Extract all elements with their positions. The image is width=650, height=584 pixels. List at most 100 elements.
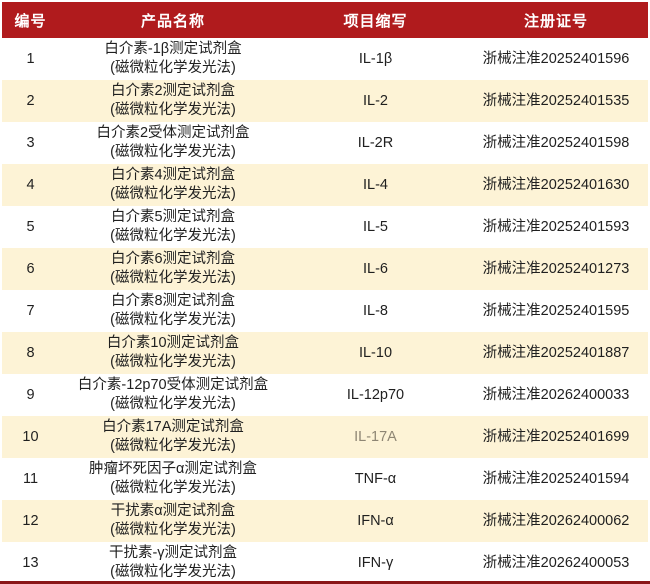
cell-project-abbr: IL-8 [363,302,388,319]
cell-registration-number: 浙械注准20262400062 [482,512,630,529]
cell-registration-number: 浙械注准20252401594 [482,470,630,487]
cell-project-abbr: IL-17A [354,428,397,445]
table-row: 10 白介素17A测定试剂盒 (磁微粒化学发光法) IL-17A 浙械注准202… [2,416,648,458]
cell-product-name: 干扰素-γ测定试剂盒 (磁微粒化学发光法) [59,542,287,584]
column-header-name: 产品名称 [59,2,287,38]
cell-project-abbr: IL-4 [363,176,388,193]
cell-registration-number: 浙械注准20252401699 [482,428,630,445]
table-row: 4 白介素4测定试剂盒 (磁微粒化学发光法) IL-4 浙械注准20252401… [2,164,648,206]
cell-registration-number: 浙械注准20252401630 [482,176,630,193]
cell-registration-number: 浙械注准20262400033 [482,386,630,403]
cell-product-name: 肿瘤坏死因子α测定试剂盒 (磁微粒化学发光法) [59,458,287,500]
cell-product-name: 白介素8测定试剂盒 (磁微粒化学发光法) [59,290,287,332]
cell-product-name: 白介素4测定试剂盒 (磁微粒化学发光法) [59,164,287,206]
product-name-line1: 白介素6测定试剂盒 [110,251,236,267]
cell-row-number: 12 [22,512,39,529]
product-name-line2: (磁微粒化学发光法) [110,354,236,370]
product-name-line1: 白介素2受体测定试剂盒 [96,125,250,141]
header-row: 编号 产品名称 项目缩写 注册证号 [2,2,648,38]
product-name-line2: (磁微粒化学发光法) [110,312,236,328]
cell-row-number: 8 [26,344,35,361]
cell-registration-number: 浙械注准20262400053 [482,554,630,571]
cell-registration-number: 浙械注准20252401535 [482,92,630,109]
cell-row-number: 13 [22,554,39,571]
product-name-line1: 白介素8测定试剂盒 [110,293,236,309]
cell-product-name: 白介素17A测定试剂盒 (磁微粒化学发光法) [59,416,287,458]
cell-registration-number: 浙械注准20252401273 [482,260,630,277]
cell-product-name: 白介素6测定试剂盒 (磁微粒化学发光法) [59,248,287,290]
cell-row-number: 5 [26,218,35,235]
table-row: 8 白介素10测定试剂盒 (磁微粒化学发光法) IL-10 浙械注准202524… [2,332,648,374]
product-name-line1: 白介素-12p70受体测定试剂盒 [77,377,269,393]
table-row: 3 白介素2受体测定试剂盒 (磁微粒化学发光法) IL-2R 浙械注准20252… [2,122,648,164]
product-name-line2: (磁微粒化学发光法) [110,564,236,580]
column-header-abbr: 项目缩写 [287,2,464,38]
cell-registration-number: 浙械注准20252401598 [482,134,630,151]
product-name-line2: (磁微粒化学发光法) [110,228,236,244]
product-name-line1: 干扰素-γ测定试剂盒 [108,545,238,561]
cell-project-abbr: TNF-α [354,470,397,487]
cell-registration-number: 浙械注准20252401593 [482,218,630,235]
table-header: 编号 产品名称 项目缩写 注册证号 [2,2,648,38]
product-name-line1: 白介素5测定试剂盒 [110,209,236,225]
table-row: 13 干扰素-γ测定试剂盒 (磁微粒化学发光法) IFN-γ 浙械注准20262… [2,542,648,584]
product-name-line2: (磁微粒化学发光法) [110,522,236,538]
product-name-line2: (磁微粒化学发光法) [110,396,236,412]
product-name-line2: (磁微粒化学发光法) [110,144,236,160]
cell-project-abbr: IL-6 [363,260,388,277]
cell-row-number: 6 [26,260,35,277]
product-name-line1: 白介素17A测定试剂盒 [102,419,244,435]
product-name-line1: 白介素-1β测定试剂盒 [104,41,242,57]
cell-row-number: 9 [26,386,35,403]
column-header-cert: 注册证号 [464,2,648,38]
cell-row-number: 11 [22,470,39,487]
table-row: 11 肿瘤坏死因子α测定试剂盒 (磁微粒化学发光法) TNF-α 浙械注准202… [2,458,648,500]
cell-row-number: 1 [26,50,35,67]
product-name-line2: (磁微粒化学发光法) [110,186,236,202]
cell-product-name: 白介素5测定试剂盒 (磁微粒化学发光法) [59,206,287,248]
cell-row-number: 3 [26,134,35,151]
cell-registration-number: 浙械注准20252401887 [482,344,630,361]
table-row: 9 白介素-12p70受体测定试剂盒 (磁微粒化学发光法) IL-12p70 浙… [2,374,648,416]
column-header-id: 编号 [2,2,59,38]
bottom-divider [0,581,650,584]
cell-project-abbr: IL-1β [358,50,393,67]
cell-row-number: 7 [26,302,35,319]
cell-registration-number: 浙械注准20252401595 [482,302,630,319]
table-row: 6 白介素6测定试剂盒 (磁微粒化学发光法) IL-6 浙械注准20252401… [2,248,648,290]
cell-project-abbr: IL-5 [363,218,388,235]
table-row: 7 白介素8测定试剂盒 (磁微粒化学发光法) IL-8 浙械注准20252401… [2,290,648,332]
cell-product-name: 白介素2受体测定试剂盒 (磁微粒化学发光法) [59,122,287,164]
cell-project-abbr: IL-12p70 [346,386,405,403]
table-row: 1 白介素-1β测定试剂盒 (磁微粒化学发光法) IL-1β 浙械注准20252… [2,38,648,80]
cell-row-number: 10 [22,428,39,445]
product-name-line1: 白介素4测定试剂盒 [110,167,236,183]
cell-project-abbr: IL-2 [363,92,388,109]
table-row: 2 白介素2测定试剂盒 (磁微粒化学发光法) IL-2 浙械注准20252401… [2,80,648,122]
product-name-line1: 白介素2测定试剂盒 [110,83,236,99]
product-name-line2: (磁微粒化学发光法) [110,60,236,76]
cell-product-name: 白介素-1β测定试剂盒 (磁微粒化学发光法) [59,38,287,80]
cell-product-name: 白介素2测定试剂盒 (磁微粒化学发光法) [59,80,287,122]
cell-product-name: 白介素10测定试剂盒 (磁微粒化学发光法) [59,332,287,374]
table-row: 12 干扰素α测定试剂盒 (磁微粒化学发光法) IFN-α 浙械注准202624… [2,500,648,542]
product-name-line2: (磁微粒化学发光法) [110,438,236,454]
cell-row-number: 2 [26,92,35,109]
product-name-line2: (磁微粒化学发光法) [110,270,236,286]
table-body: 1 白介素-1β测定试剂盒 (磁微粒化学发光法) IL-1β 浙械注准20252… [2,38,648,584]
product-name-line1: 白介素10测定试剂盒 [106,335,240,351]
cell-row-number: 4 [26,176,35,193]
product-name-line1: 干扰素α测定试剂盒 [110,503,236,519]
table-row: 5 白介素5测定试剂盒 (磁微粒化学发光法) IL-5 浙械注准20252401… [2,206,648,248]
cell-project-abbr: IFN-α [357,512,394,529]
cell-product-name: 干扰素α测定试剂盒 (磁微粒化学发光法) [59,500,287,542]
cell-project-abbr: IL-2R [357,134,394,151]
cell-product-name: 白介素-12p70受体测定试剂盒 (磁微粒化学发光法) [59,374,287,416]
product-name-line2: (磁微粒化学发光法) [110,102,236,118]
product-name-line2: (磁微粒化学发光法) [110,480,236,496]
cell-project-abbr: IFN-γ [357,554,394,571]
cell-registration-number: 浙械注准20252401596 [482,50,630,67]
cell-project-abbr: IL-10 [358,344,393,361]
